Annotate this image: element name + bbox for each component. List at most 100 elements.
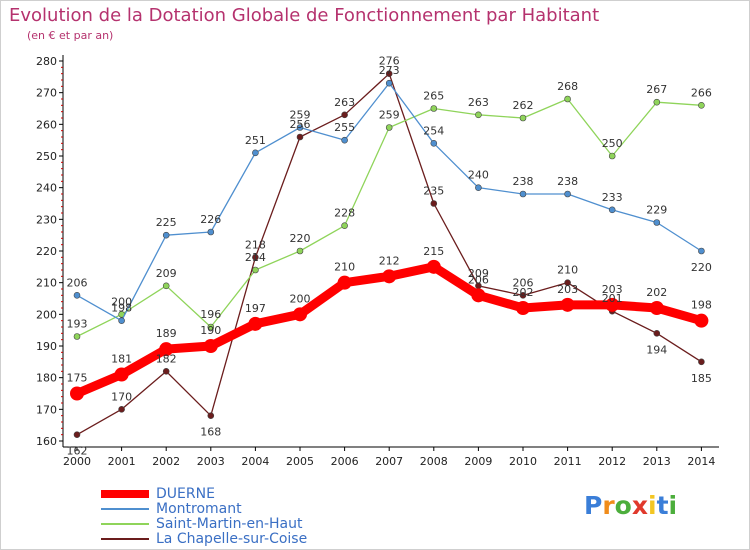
data-point: [385, 124, 393, 131]
data-point: [341, 222, 348, 229]
data-label: 251: [245, 134, 266, 147]
legend-label: Montromant: [156, 501, 242, 517]
data-point: [114, 367, 129, 382]
data-point: [519, 114, 527, 122]
data-point: [118, 317, 125, 324]
logo-letter: P: [584, 491, 603, 520]
data-point: [341, 136, 348, 144]
data-point: [207, 228, 215, 236]
data-label: 170: [111, 390, 132, 403]
data-point: [162, 282, 170, 290]
data-label: 196: [200, 308, 221, 321]
data-point: [296, 247, 304, 255]
data-point: [605, 297, 620, 312]
data-label: 209: [156, 267, 177, 280]
data-label: 181: [111, 353, 132, 366]
data-label: 203: [602, 283, 623, 296]
data-point: [564, 95, 571, 103]
data-label: 233: [602, 191, 623, 204]
data-point: [385, 79, 393, 87]
data-label: 238: [513, 175, 534, 188]
logo-letter: r: [602, 491, 615, 520]
data-label: 206: [468, 273, 489, 286]
data-label: 276: [379, 55, 400, 68]
data-point: [698, 102, 705, 109]
legend-label: La Chapelle-sur-Coise: [156, 531, 308, 547]
x-tick-label: 2011: [554, 455, 582, 468]
logo-letter: t: [656, 491, 669, 520]
x-tick-label: 2013: [643, 455, 671, 468]
data-label: 209: [468, 267, 489, 280]
data-point: [608, 206, 616, 214]
data-label: 206: [67, 276, 88, 289]
data-label: 206: [513, 276, 534, 289]
x-tick-label: 2005: [286, 455, 314, 468]
x-tick-label: 2000: [63, 455, 91, 468]
x-tick-label: 2002: [152, 455, 180, 468]
logo-letter: o: [614, 491, 632, 520]
data-point: [252, 254, 259, 261]
data-label: 210: [557, 264, 578, 277]
y-tick-label: 160: [36, 435, 57, 448]
data-point: [207, 323, 215, 331]
data-point: [341, 111, 348, 119]
data-point: [162, 231, 170, 239]
data-label: 182: [156, 352, 177, 365]
data-point: [73, 431, 81, 438]
data-label: 212: [379, 254, 400, 267]
x-tick-label: 2007: [375, 455, 403, 468]
data-label: 168: [200, 426, 221, 439]
data-point: [385, 70, 393, 77]
data-point: [653, 219, 661, 226]
data-point: [475, 111, 482, 119]
y-tick-label: 260: [36, 118, 57, 131]
data-point: [426, 259, 441, 274]
data-point: [159, 342, 174, 357]
data-point: [118, 406, 125, 413]
data-label: 263: [468, 96, 489, 109]
data-label: 263: [334, 96, 355, 109]
legend-swatch: [101, 490, 149, 498]
legend-swatch: [101, 508, 149, 510]
data-point: [252, 149, 259, 157]
data-point: [698, 358, 705, 366]
data-point: [296, 124, 304, 131]
data-label: 210: [334, 261, 355, 274]
data-point: [207, 412, 215, 419]
logo-letter: i: [648, 491, 657, 520]
y-tick-label: 240: [36, 182, 57, 195]
data-label: 229: [646, 204, 667, 217]
logo-letter: i: [668, 491, 678, 520]
logo-letter: x: [631, 491, 648, 520]
data-point: [608, 152, 616, 160]
data-point: [430, 105, 438, 112]
data-label: 214: [245, 251, 266, 264]
x-tick-label: 2009: [464, 455, 492, 468]
data-label: 201: [602, 292, 623, 305]
data-point: [296, 133, 304, 141]
data-label: 175: [67, 372, 88, 385]
data-label: 190: [200, 324, 221, 337]
data-label: 215: [423, 245, 444, 258]
data-label: 203: [557, 283, 578, 296]
data-label: 250: [602, 137, 623, 150]
data-label: 235: [423, 185, 444, 198]
data-label: 259: [290, 109, 311, 122]
data-point: [248, 316, 263, 331]
y-tick-label: 250: [36, 150, 57, 163]
y-tick-label: 200: [36, 308, 57, 321]
data-label: 238: [557, 175, 578, 188]
data-label: 254: [423, 124, 444, 137]
data-label: 240: [468, 169, 489, 182]
data-label: 273: [379, 64, 400, 77]
data-label: 268: [557, 80, 578, 93]
data-label: 198: [111, 302, 132, 315]
data-label: 185: [691, 372, 712, 385]
data-point: [73, 292, 81, 299]
data-label: 266: [691, 86, 712, 99]
data-label: 189: [156, 327, 177, 340]
data-point: [70, 386, 84, 401]
data-label: 228: [334, 207, 355, 220]
data-label: 267: [646, 83, 667, 96]
